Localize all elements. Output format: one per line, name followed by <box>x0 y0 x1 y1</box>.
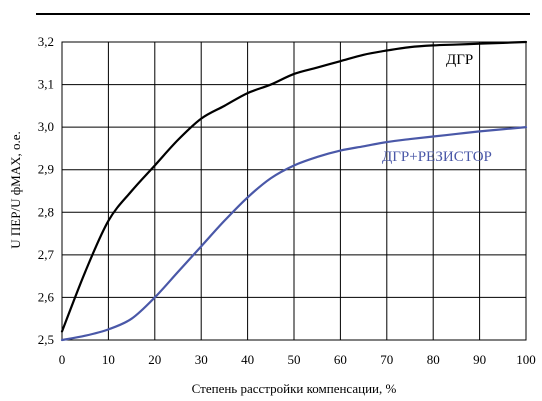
series-label-dgr: ДГР <box>446 52 473 68</box>
x-tick-label: 80 <box>427 352 440 367</box>
series-line-0 <box>60 40 528 333</box>
x-tick-labels: 0 10 20 30 40 50 60 70 80 90 100 <box>59 352 536 367</box>
x-tick-label: 10 <box>102 352 115 367</box>
x-axis-label: Степень расстройки компенсации, % <box>192 381 397 396</box>
series-label-dgr-resistor: ДГР+РЕЗИСТОР <box>382 149 492 165</box>
y-tick-label: 3,1 <box>38 77 54 92</box>
y-tick-label: 2,8 <box>38 204 54 219</box>
y-tick-label: 2,6 <box>38 289 55 304</box>
x-tick-label: 70 <box>380 352 393 367</box>
x-tick-label: 100 <box>516 352 536 367</box>
y-tick-label: 2,9 <box>38 162 54 177</box>
y-tick-label: 2,7 <box>38 247 55 262</box>
grid <box>62 42 526 340</box>
x-tick-label: 30 <box>195 352 208 367</box>
y-axis-label: U ПЕР/U фМАХ, о.е. <box>8 131 23 248</box>
series-lines <box>60 40 528 342</box>
y-tick-label: 2,5 <box>38 332 54 347</box>
x-tick-label: 90 <box>473 352 486 367</box>
series-line-1 <box>60 126 528 342</box>
x-tick-label: 50 <box>288 352 301 367</box>
x-tick-label: 60 <box>334 352 347 367</box>
y-tick-label: 3,2 <box>38 34 54 49</box>
x-tick-label: 20 <box>148 352 161 367</box>
y-tick-label: 3,0 <box>38 119 54 134</box>
y-tick-labels: 2,5 2,6 2,7 2,8 2,9 3,0 3,1 3,2 <box>38 34 55 347</box>
x-tick-label: 40 <box>241 352 254 367</box>
x-tick-label: 0 <box>59 352 66 367</box>
